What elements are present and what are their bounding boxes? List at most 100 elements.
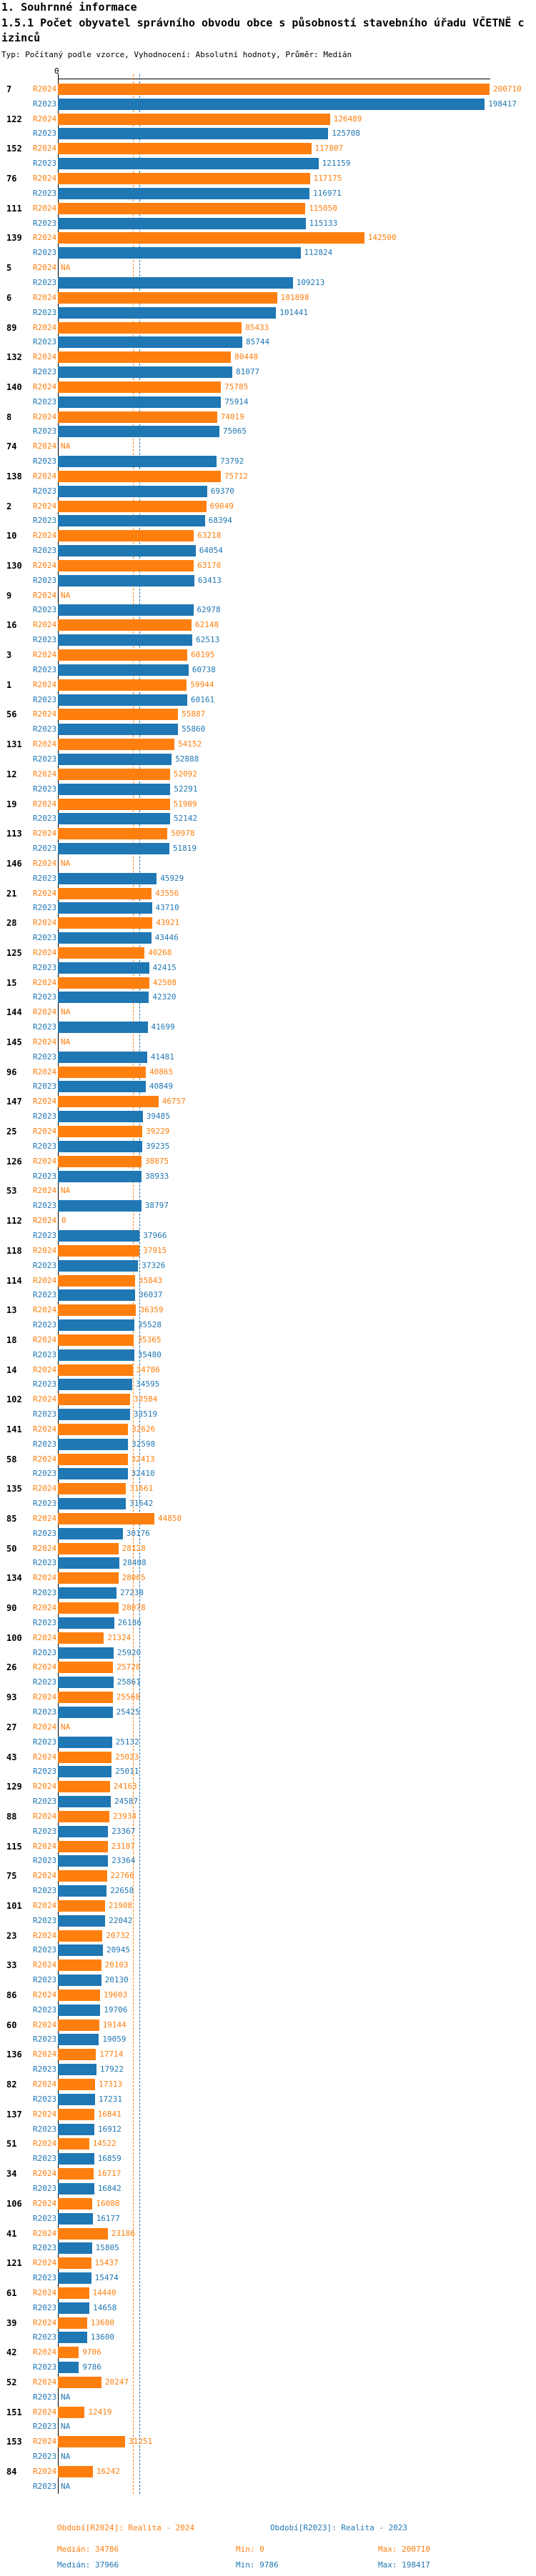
bar-row-r2023: R2023 115133 (0, 217, 536, 229)
stat-min-r2024: Min: 0 (236, 2545, 264, 2554)
series-label: R2024 (33, 918, 57, 928)
bar-r2023 (58, 694, 187, 706)
x-axis-zero-tick-label: 0 (54, 66, 59, 76)
bar-row-r2024: 74 R2024 NA (0, 441, 536, 452)
bar-row-r2024: 88 R2024 23934 (0, 1810, 536, 1822)
bar-group: 113 R2024 50978 R2023 51819 (0, 828, 536, 854)
series-label: R2023 (33, 277, 57, 287)
series-label: R2024 (33, 1334, 57, 1344)
bar-r2023 (58, 515, 205, 527)
series-label: R2024 (33, 709, 57, 719)
bar-r2023 (58, 336, 242, 349)
series-label: R2023 (33, 2005, 57, 2015)
series-label: R2024 (33, 1156, 57, 1166)
bar-group: 137 R2024 16841 R2023 16912 (0, 2108, 536, 2135)
bar-row-r2023: R2023 22658 (0, 1885, 536, 1897)
group-id-label: 7 (6, 84, 12, 94)
bar-row-r2024: 7 R2024 200710 (0, 84, 536, 95)
value-label: 40865 (149, 1067, 174, 1077)
value-label: 62513 (196, 635, 220, 645)
bar-row-r2024: 125 R2024 40268 (0, 947, 536, 959)
value-label: 24163 (113, 1782, 137, 1792)
value-label: 45929 (160, 873, 184, 883)
value-label: 38933 (145, 1171, 169, 1181)
bar-r2023 (58, 306, 277, 319)
series-label: R2024 (33, 322, 57, 332)
series-label: R2024 (33, 2287, 57, 2297)
bar-group: 102 R2024 33584 R2023 33519 (0, 1394, 536, 1421)
group-id-label: 101 (6, 1900, 22, 1911)
bar-row-r2023: R2023 17231 (0, 2093, 536, 2105)
series-label: R2024 (33, 1603, 57, 1613)
series-label: R2024 (33, 1782, 57, 1792)
legend-period-r2023: Období[R2023]: Realita - 2023 (270, 2523, 408, 2532)
bar-row-r2024: 132 R2024 80448 (0, 351, 536, 364)
bar-row-r2024: 140 R2024 75785 (0, 381, 536, 393)
bar-r2024 (58, 2019, 99, 2031)
bar-row-r2023: R2023 69370 (0, 485, 536, 497)
group-id-label: 141 (6, 1424, 22, 1434)
bar-r2024 (58, 1692, 113, 1704)
group-id-label: 132 (6, 352, 22, 363)
bar-group: 147 R2024 46757 R2023 39485 (0, 1096, 536, 1123)
bar-chart-rows: 7 R2024 200710 R2023 198417 122 R2024 126489 R20… (0, 84, 536, 2496)
value-label: NA (61, 2392, 71, 2402)
bar-r2023 (58, 1468, 128, 1480)
bar-group: 25 R2024 39229 R2023 39235 (0, 1126, 536, 1152)
bar-group: 114 R2024 35843 R2023 36037 (0, 1274, 536, 1302)
bar-r2023 (58, 485, 207, 497)
bar-row-r2024: 84 R2024 16242 (0, 2466, 536, 2477)
bar-row-r2024: 82 R2024 17313 (0, 2079, 536, 2091)
bar-row-r2023: R2023 52888 (0, 753, 536, 765)
bar-row-r2023: R2023 39485 (0, 1111, 536, 1123)
series-label: R2023 (33, 1945, 57, 1955)
series-label: R2023 (33, 2452, 57, 2462)
bar-row-r2024: 147 R2024 46757 (0, 1096, 536, 1108)
bar-row-r2023: R2023 16859 (0, 2153, 536, 2165)
bar-r2023 (58, 1111, 143, 1123)
series-label: R2023 (33, 2243, 57, 2253)
bar-group: 136 R2024 17714 R2023 17922 (0, 2049, 536, 2076)
bar-row-r2023: R2023 38797 (0, 1200, 536, 1212)
value-label: 63218 (197, 531, 222, 541)
bar-row-r2023: R2023 23367 (0, 1825, 536, 1837)
bar-group: 111 R2024 115050 R2023 115133 (0, 202, 536, 229)
group-id-label: 21 (6, 888, 17, 899)
value-label: 25920 (117, 1647, 142, 1657)
bar-r2023 (58, 1022, 148, 1034)
bar-row-r2024: 5 R2024 NA (0, 262, 536, 274)
value-label: NA (61, 2452, 71, 2462)
bar-row-r2024: 86 R2024 19603 (0, 1990, 536, 2001)
series-label: R2023 (33, 1439, 57, 1449)
bar-row-r2024: 53 R2024 NA (0, 1185, 536, 1197)
value-label: 62148 (195, 620, 219, 630)
bar-r2023 (58, 932, 152, 944)
bar-row-r2023: R2023 32598 (0, 1438, 536, 1450)
value-label: 16088 (96, 2198, 120, 2208)
group-id-label: 13 (6, 1305, 17, 1316)
value-label: 60195 (191, 650, 215, 660)
bar-r2023 (58, 217, 306, 229)
series-label: R2024 (33, 1960, 57, 1970)
series-label: R2023 (33, 1737, 57, 1747)
bar-row-r2023: R2023 75914 (0, 396, 536, 408)
value-label: 32413 (131, 1454, 155, 1464)
bar-row-r2024: 21 R2024 43556 (0, 887, 536, 899)
bar-row-r2024: 9 R2024 NA (0, 590, 536, 601)
series-label: R2024 (33, 381, 57, 391)
bar-r2023 (58, 1170, 142, 1182)
bar-r2023 (58, 1409, 130, 1421)
value-label: 32410 (131, 1469, 155, 1479)
series-label: R2023 (33, 605, 57, 615)
value-label: 17231 (98, 2094, 123, 2104)
bar-group: 7 R2024 200710 R2023 198417 (0, 84, 536, 110)
series-label: R2023 (33, 1677, 57, 1687)
bar-row-r2023: R2023 25425 (0, 1706, 536, 1718)
bar-r2024 (58, 798, 170, 810)
value-label: 28128 (121, 1543, 146, 1553)
bar-r2023 (58, 1229, 140, 1242)
value-label: 25425 (116, 1707, 140, 1717)
value-label: NA (61, 1186, 71, 1196)
bar-row-r2024: 118 R2024 37915 (0, 1244, 536, 1257)
bar-group: 84 R2024 16242 R2023 NA (0, 2466, 536, 2492)
